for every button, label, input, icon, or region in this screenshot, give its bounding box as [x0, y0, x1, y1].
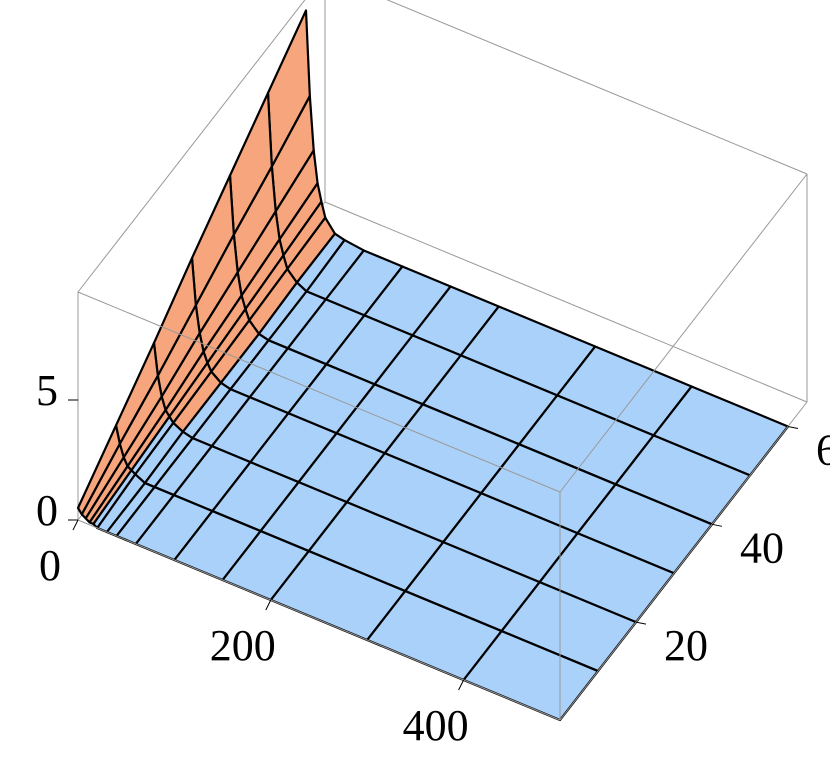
z-tick-label: 5	[36, 366, 58, 415]
box-edge	[77, 0, 306, 293]
x-tick-label: 200	[210, 621, 276, 670]
z-tick-label: 0	[36, 486, 58, 535]
x-tick-label: 400	[403, 701, 469, 750]
x-tick	[458, 679, 465, 691]
y-tick-label: 20	[664, 621, 708, 670]
y-tick	[787, 425, 799, 429]
x-tick	[72, 519, 79, 531]
box-edge	[559, 401, 808, 721]
box-edge	[324, 201, 808, 403]
y-tick-label: 40	[740, 523, 784, 572]
x-tick-label: 0	[39, 541, 61, 590]
box-edge	[77, 519, 561, 721]
box-edge	[77, 291, 561, 493]
y-tick	[711, 523, 723, 527]
y-tick-label: 60	[816, 426, 830, 475]
box-edge	[559, 173, 808, 493]
x-tick	[265, 599, 272, 611]
box-edge	[386, 0, 808, 175]
y-tick	[635, 621, 647, 625]
